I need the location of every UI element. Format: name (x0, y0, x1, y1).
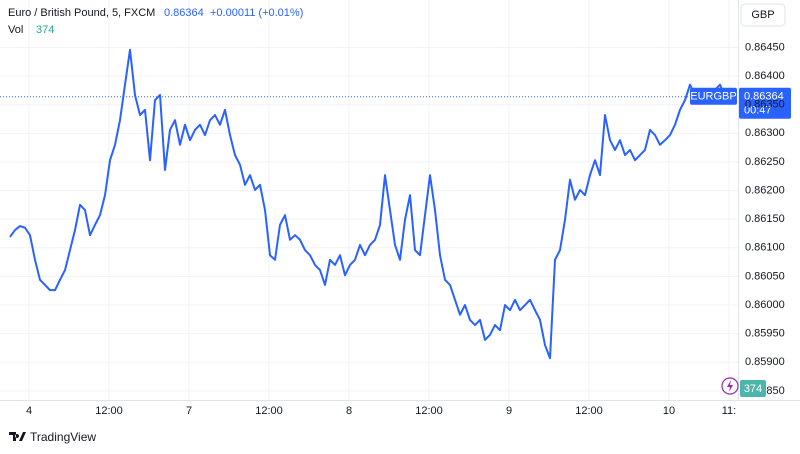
price-axis-border (738, 0, 739, 400)
brand: TradingView (30, 430, 96, 444)
volume-label: Vol (8, 24, 23, 36)
y-tick-label: 0.85950 (745, 328, 785, 340)
x-tick-label: 12:00 (95, 405, 123, 417)
price-tag-bg (739, 87, 791, 119)
time-axis-border (0, 400, 800, 401)
x-tick-label: 10 (663, 405, 675, 417)
currency-label[interactable]: GBP (751, 9, 774, 21)
x-tick-label: 8 (346, 405, 352, 417)
y-tick-label: 0.86150 (745, 213, 785, 225)
symbol-tag-bg (690, 87, 737, 105)
logo-mark (9, 432, 26, 441)
y-tick-label: 0.86050 (745, 270, 785, 282)
axes: 0.858500.859000.859500.860000.860500.861… (26, 41, 785, 417)
price-change: +0.00011 (+0.01%) (210, 7, 303, 19)
x-tick-label: 12:00 (255, 405, 283, 417)
plot: EURGBP 0.86364 00:47 (0, 48, 791, 360)
price-line (9, 48, 726, 360)
y-tick-label: 0.86300 (745, 127, 785, 139)
volume-badge: 374 (744, 383, 762, 395)
y-tick-label: 0.86100 (745, 242, 785, 254)
x-tick-label: 7 (186, 405, 192, 417)
grid (0, 0, 738, 400)
volume-badge-bg (740, 380, 766, 397)
logo[interactable]: TradingView (9, 430, 96, 444)
event-bolt (727, 380, 733, 392)
y-tick-label: 0.86400 (745, 70, 785, 82)
x-tick-label: 11: (722, 405, 736, 417)
price-tag: 0.86364 (744, 91, 784, 103)
countdown: 00:47 (744, 105, 772, 117)
y-tick-label: 0.86000 (745, 299, 785, 311)
y-tick-label: 0.86200 (745, 184, 785, 196)
x-tick-label: 12:00 (415, 405, 443, 417)
y-tick-label: 0.86350 (745, 99, 785, 111)
y-tick-label: 0.86250 (745, 156, 785, 168)
x-tick-label: 12:00 (575, 405, 603, 417)
volume-value: 374 (36, 24, 54, 36)
symbol-title: Euro / British Pound, 5, FXCM (8, 7, 155, 19)
y-tick-label: 0.86450 (745, 41, 785, 53)
x-tick-label: 4 (26, 405, 32, 417)
y-tick-label: 0.85900 (745, 356, 785, 368)
currency-button[interactable] (740, 3, 786, 27)
last-price: 0.86364 (164, 7, 204, 19)
x-tick-label: 9 (506, 405, 512, 417)
symbol-tag: EURGBP (690, 91, 736, 103)
